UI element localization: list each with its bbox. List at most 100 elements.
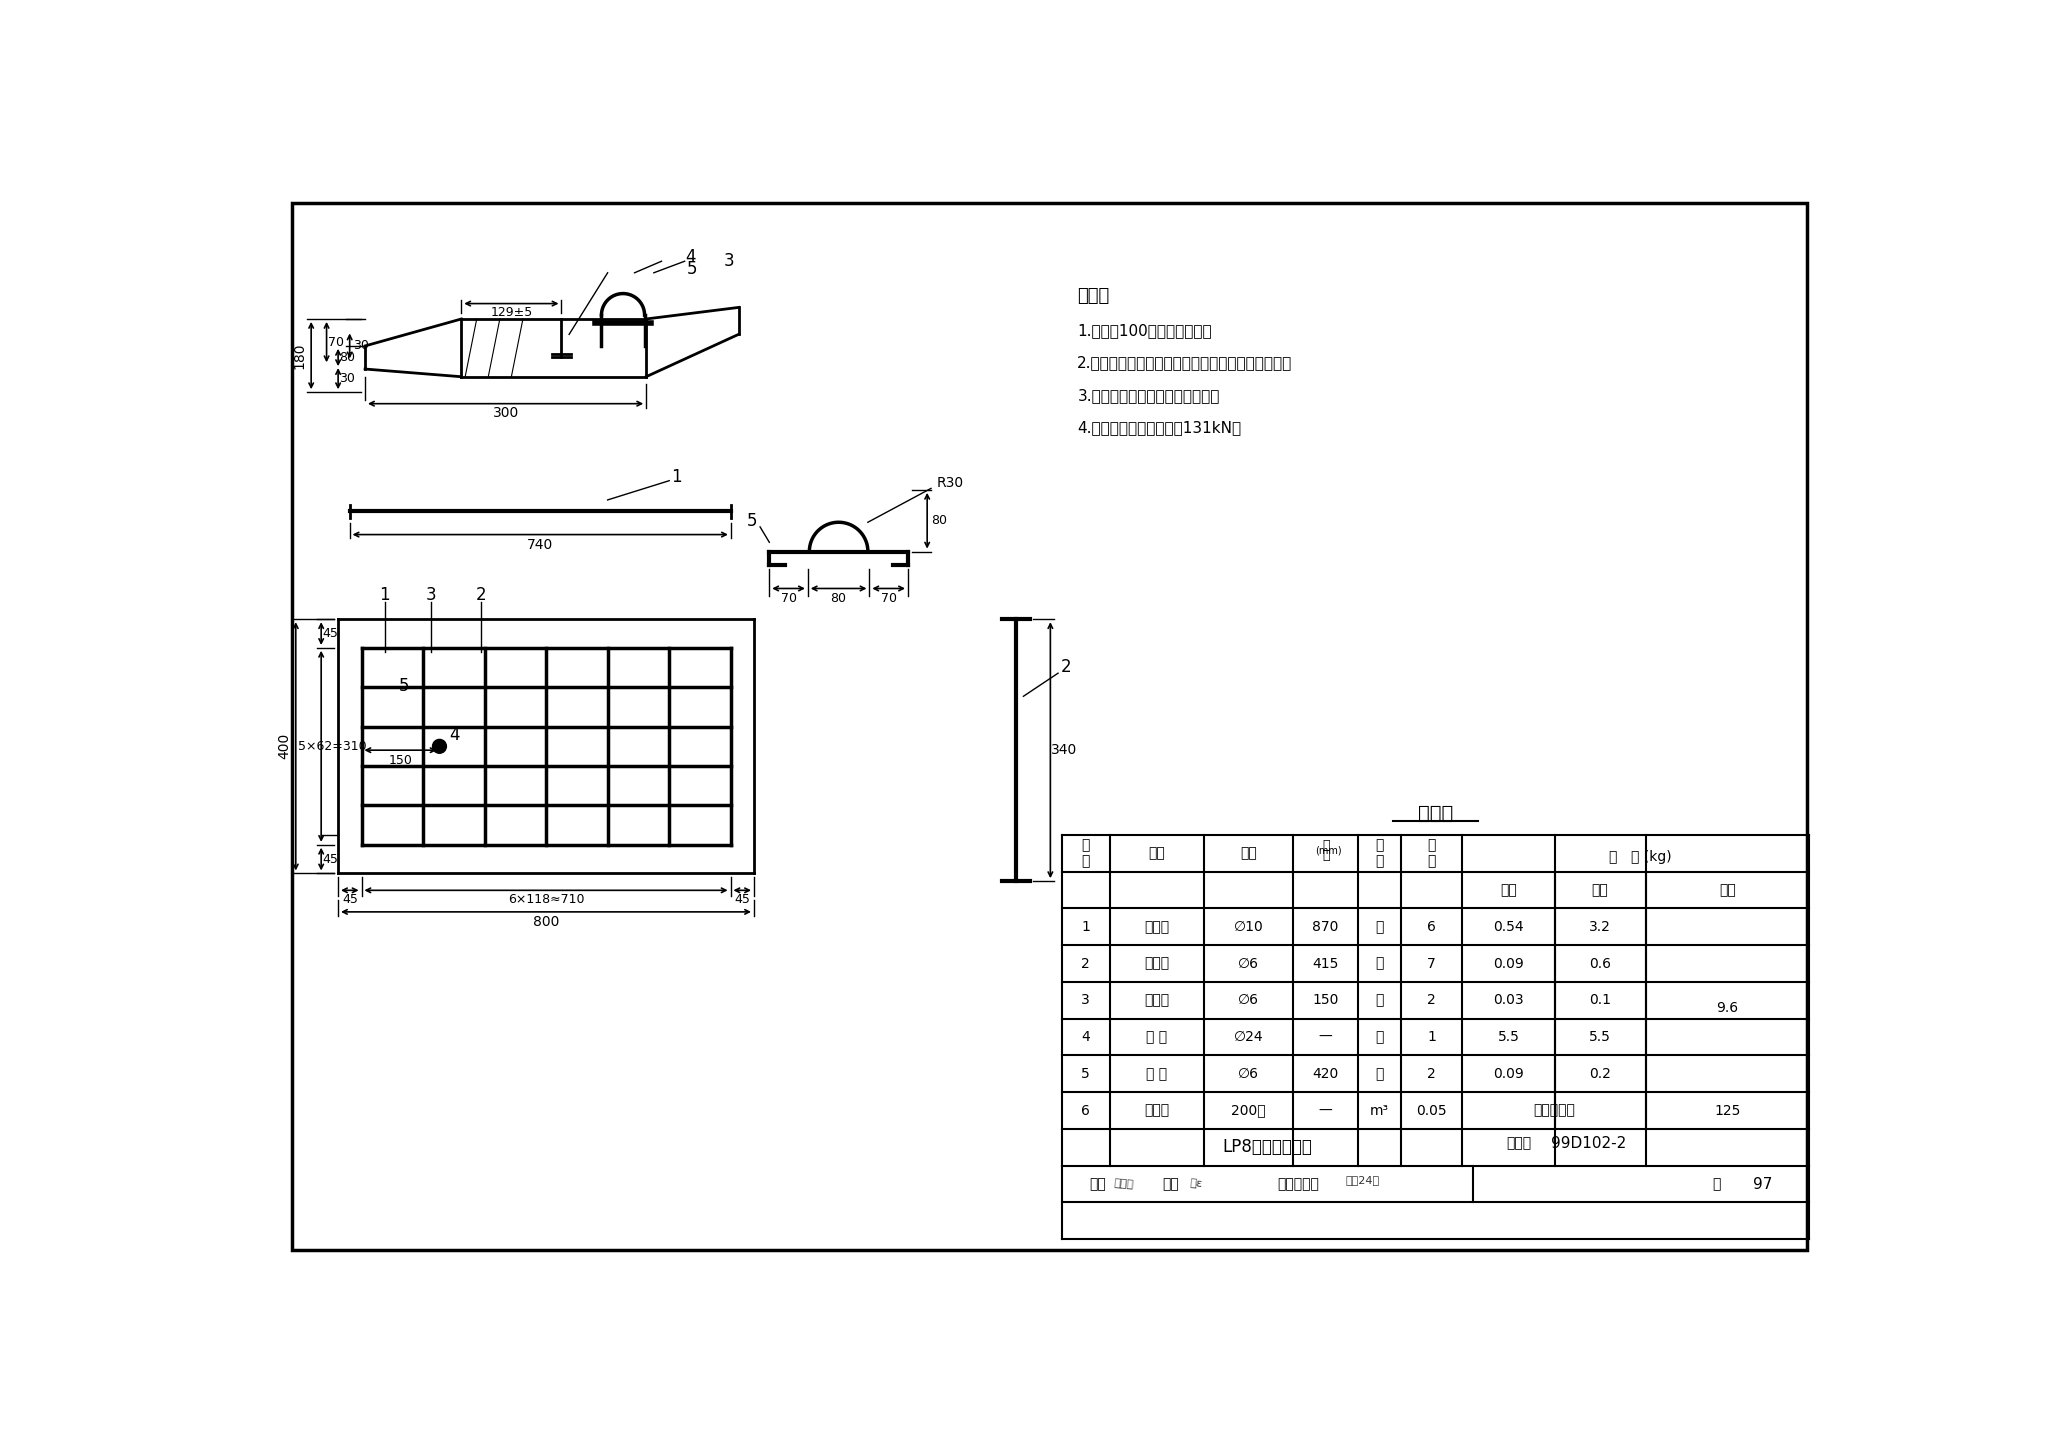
Text: 45: 45 <box>735 894 750 907</box>
Text: 电气仪设计: 电气仪设计 <box>1278 1177 1319 1191</box>
Text: 合计: 合计 <box>1718 884 1735 896</box>
Text: 小计: 小计 <box>1591 884 1608 896</box>
Text: 付: 付 <box>1376 1030 1384 1045</box>
Text: 部件总质量: 部件总质量 <box>1534 1104 1575 1118</box>
Text: 5×62=310: 5×62=310 <box>299 740 367 753</box>
Text: R30: R30 <box>936 476 965 491</box>
Text: 说明：: 说明： <box>1077 286 1110 305</box>
Text: 3.2: 3.2 <box>1589 920 1612 934</box>
Text: 材料表: 材料表 <box>1417 804 1452 823</box>
Text: 3: 3 <box>426 586 436 603</box>
Text: 400: 400 <box>276 734 291 760</box>
Text: 7: 7 <box>1427 957 1436 970</box>
Text: 45: 45 <box>322 627 338 640</box>
Text: 短钢筋: 短钢筋 <box>1145 993 1169 1007</box>
Text: 6×118≈710: 6×118≈710 <box>508 894 584 907</box>
Text: 量 (kg): 量 (kg) <box>1630 850 1671 863</box>
Text: 800: 800 <box>532 915 559 930</box>
Text: 5: 5 <box>686 260 698 278</box>
Text: 3: 3 <box>723 252 735 271</box>
Text: 0.6: 0.6 <box>1589 957 1612 970</box>
Text: 3: 3 <box>1081 993 1090 1007</box>
Text: 1: 1 <box>672 468 682 486</box>
Text: 校对: 校对 <box>1161 1177 1180 1191</box>
Text: 根: 根 <box>1376 920 1384 934</box>
Text: 务永众: 务永众 <box>1114 1179 1135 1190</box>
Text: 2: 2 <box>1061 658 1071 676</box>
Text: 45: 45 <box>342 894 358 907</box>
Text: 质: 质 <box>1608 850 1616 863</box>
Text: 870: 870 <box>1313 920 1339 934</box>
Text: m³: m³ <box>1370 1104 1389 1118</box>
Text: 序
号: 序 号 <box>1081 837 1090 868</box>
Text: 97: 97 <box>1753 1177 1772 1191</box>
Text: 300: 300 <box>492 406 518 420</box>
Text: 80: 80 <box>831 591 846 604</box>
Text: ∅6: ∅6 <box>1239 1066 1260 1081</box>
Text: 3.吊环必须与主钢筋钩好后扎牢。: 3.吊环必须与主钢筋钩好后扎牢。 <box>1077 387 1221 403</box>
Text: 180: 180 <box>293 342 307 368</box>
Text: 420: 420 <box>1313 1066 1339 1081</box>
Text: 混凝土: 混凝土 <box>1145 1104 1169 1118</box>
Text: 度: 度 <box>1321 839 1329 852</box>
Text: —: — <box>1319 1104 1333 1118</box>
Text: 0.03: 0.03 <box>1493 993 1524 1007</box>
Text: 5: 5 <box>1081 1066 1090 1081</box>
Text: 2: 2 <box>1427 993 1436 1007</box>
Text: 200号: 200号 <box>1231 1104 1266 1118</box>
Text: 数
量: 数 量 <box>1427 837 1436 868</box>
Text: 5: 5 <box>748 512 758 530</box>
Text: 一件: 一件 <box>1499 884 1518 896</box>
Text: 70: 70 <box>881 591 897 604</box>
Text: 拉 环: 拉 环 <box>1147 1030 1167 1045</box>
Text: 30: 30 <box>340 373 354 386</box>
Text: 图集号: 图集号 <box>1507 1137 1532 1150</box>
Text: 5: 5 <box>399 678 410 695</box>
Text: 150: 150 <box>389 754 412 767</box>
Text: 6: 6 <box>1427 920 1436 934</box>
Text: 45: 45 <box>322 852 338 866</box>
Text: 孙初24年: 孙初24年 <box>1346 1176 1378 1186</box>
Text: LP8拉线盘制造图: LP8拉线盘制造图 <box>1223 1138 1313 1157</box>
Text: 长: 长 <box>1321 849 1329 862</box>
Text: 0.2: 0.2 <box>1589 1066 1612 1081</box>
Text: 340: 340 <box>1051 743 1077 757</box>
Text: 4.拉线盘强度：极限拉力131kN。: 4.拉线盘强度：极限拉力131kN。 <box>1077 420 1241 435</box>
Text: 鸡ε: 鸡ε <box>1190 1179 1204 1190</box>
Text: 740: 740 <box>526 538 553 551</box>
Text: 单
位: 单 位 <box>1376 837 1384 868</box>
Text: 99D102-2: 99D102-2 <box>1550 1135 1626 1151</box>
Text: 6: 6 <box>1081 1104 1090 1118</box>
Text: 0.05: 0.05 <box>1417 1104 1446 1118</box>
Text: 4: 4 <box>1081 1030 1090 1045</box>
Text: 0.1: 0.1 <box>1589 993 1612 1007</box>
Text: 吊 环: 吊 环 <box>1147 1066 1167 1081</box>
Text: 付钢筋: 付钢筋 <box>1145 957 1169 970</box>
Text: 2.在浇制混凝土以前，用铁丝将拉环与短钢筋扎牢。: 2.在浇制混凝土以前，用铁丝将拉环与短钢筋扎牢。 <box>1077 355 1292 370</box>
Text: 0.09: 0.09 <box>1493 957 1524 970</box>
Text: 80: 80 <box>340 351 356 364</box>
Text: (mm): (mm) <box>1315 845 1341 855</box>
Text: 根: 根 <box>1376 957 1384 970</box>
Circle shape <box>432 740 446 753</box>
Text: 1.拉环见100页拉环制造图。: 1.拉环见100页拉环制造图。 <box>1077 322 1212 338</box>
Text: 4: 4 <box>686 249 696 266</box>
Text: 个: 个 <box>1376 1066 1384 1081</box>
Text: 1: 1 <box>379 586 389 603</box>
Text: 1: 1 <box>1081 920 1090 934</box>
Text: 2: 2 <box>475 586 485 603</box>
Text: 415: 415 <box>1313 957 1339 970</box>
Text: 1: 1 <box>1427 1030 1436 1045</box>
Text: 根: 根 <box>1376 993 1384 1007</box>
Text: 规格: 规格 <box>1241 846 1257 861</box>
Text: ∅24: ∅24 <box>1233 1030 1264 1045</box>
Text: 70: 70 <box>780 591 797 604</box>
Text: 0.09: 0.09 <box>1493 1066 1524 1081</box>
Text: ∅6: ∅6 <box>1239 993 1260 1007</box>
Text: 0.54: 0.54 <box>1493 920 1524 934</box>
Text: 125: 125 <box>1714 1104 1741 1118</box>
Text: ∅6: ∅6 <box>1239 957 1260 970</box>
Text: 2: 2 <box>1081 957 1090 970</box>
Text: 5.5: 5.5 <box>1589 1030 1612 1045</box>
Text: —: — <box>1319 1030 1333 1045</box>
